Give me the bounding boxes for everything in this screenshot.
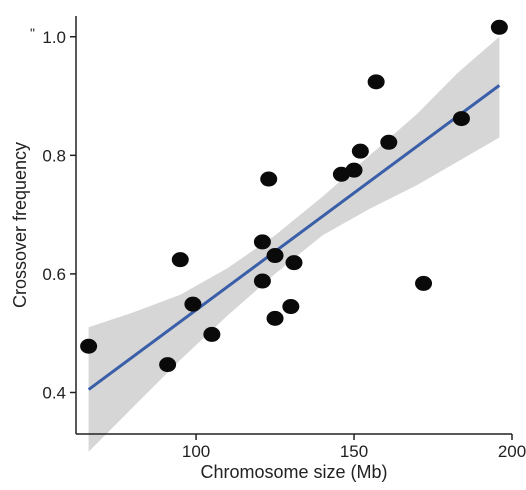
data-point — [367, 74, 385, 90]
data-point — [253, 234, 271, 250]
data-point — [266, 248, 284, 264]
regression-line — [87, 84, 501, 391]
y-tick-label: 0.8 — [42, 146, 66, 165]
x-tick-label: 150 — [340, 442, 368, 461]
data-point — [282, 299, 300, 315]
x-axis-title: Chromosome size (Mb) — [200, 462, 387, 482]
data-point — [80, 338, 98, 354]
y-tick-label: 0.6 — [42, 265, 66, 284]
x-tick-label: 100 — [182, 442, 210, 461]
y-tick-label: 0.4 — [42, 383, 66, 402]
axes-layer: 100 150 200 0.4 0.6 0.8 1.0 — [42, 16, 526, 461]
data-point — [415, 275, 433, 291]
data-point — [184, 296, 202, 312]
data-point — [203, 326, 221, 342]
data-point — [285, 255, 303, 271]
data-point — [380, 134, 398, 150]
x-tick-label: 200 — [498, 442, 526, 461]
data-point — [266, 310, 284, 326]
y-axis-title: Crossover frequency — [10, 142, 30, 308]
data-point — [171, 252, 189, 268]
data-point — [345, 162, 363, 178]
y-tick-label: 1.0 — [42, 28, 66, 47]
data-point — [452, 111, 470, 127]
confidence-band-layer — [88, 36, 500, 452]
data-point — [490, 19, 508, 35]
data-point — [351, 143, 369, 159]
points-layer — [80, 19, 508, 373]
data-point — [253, 273, 271, 289]
fit-line-layer — [87, 84, 501, 391]
confidence-band — [88, 36, 500, 452]
data-point — [260, 171, 278, 187]
data-point — [159, 357, 177, 373]
corner-mark: " — [30, 25, 35, 41]
